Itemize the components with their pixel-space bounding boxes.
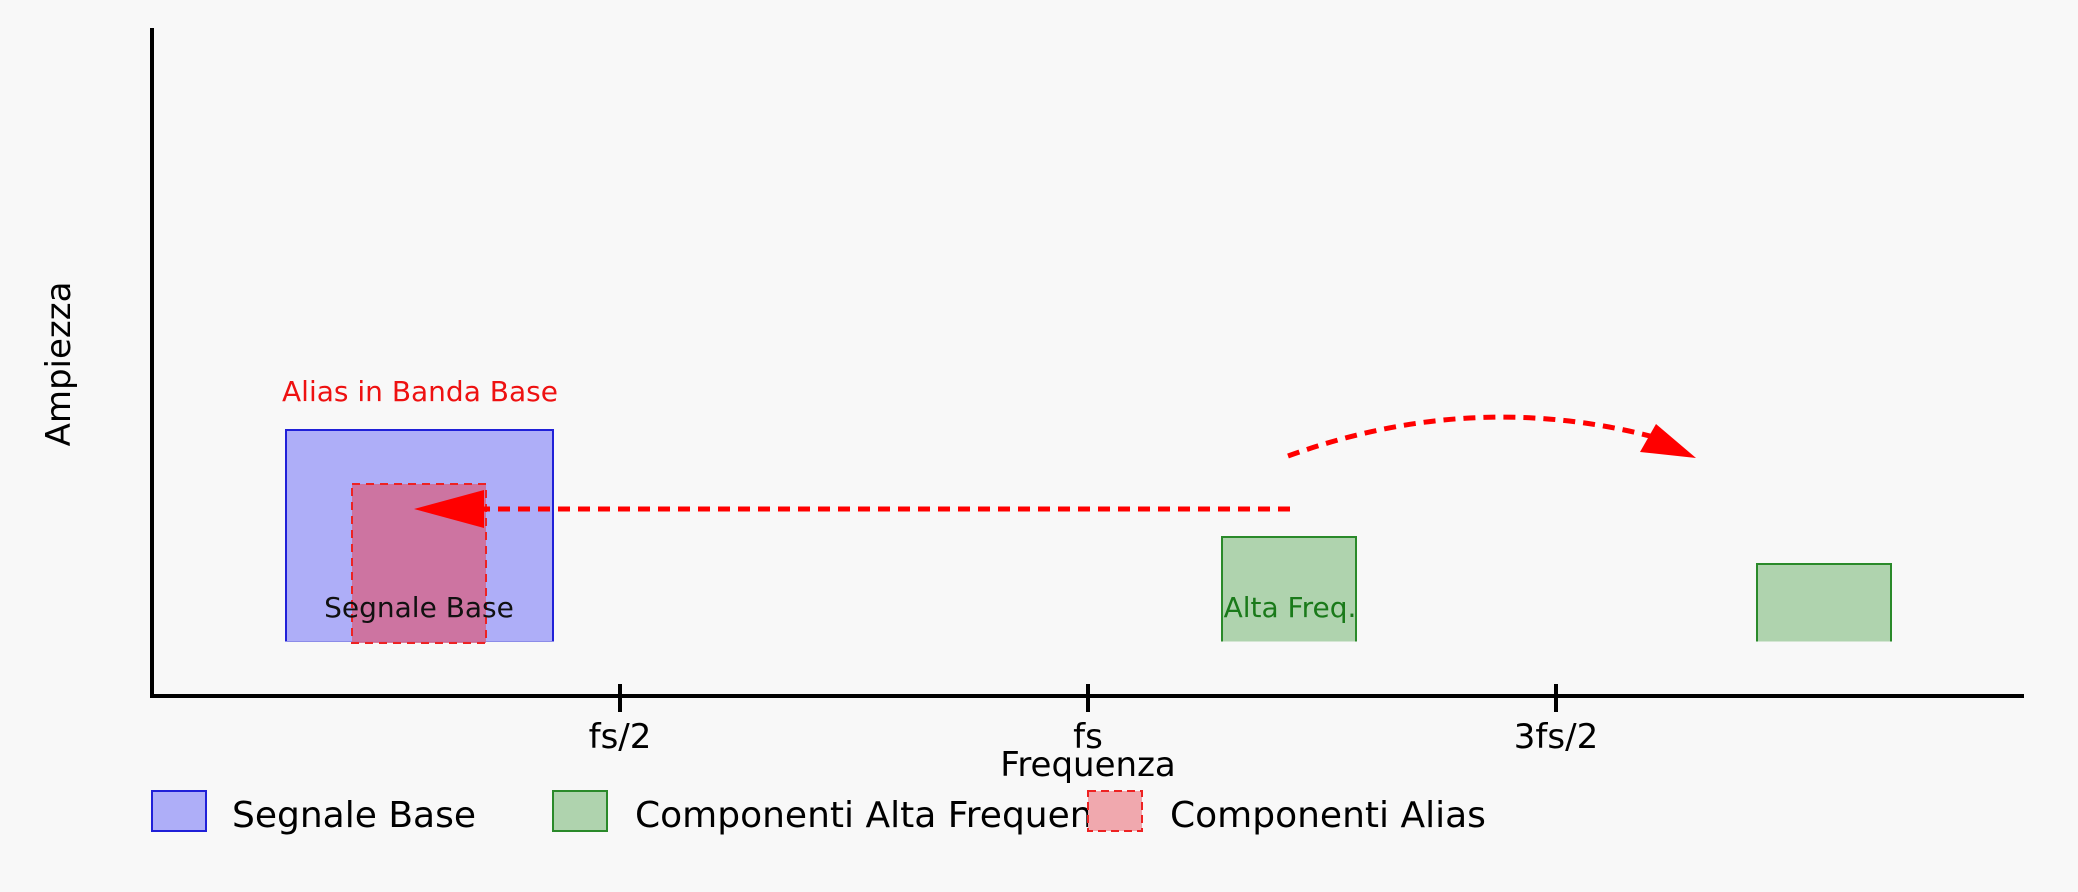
alias-label: Alias in Banda Base bbox=[282, 375, 558, 408]
legend-swatch-alias bbox=[1087, 790, 1143, 832]
high-frequency-block-1 bbox=[1221, 536, 1357, 644]
base-signal-label: Segnale Base bbox=[324, 591, 514, 624]
y-axis-label: Ampiezza bbox=[39, 282, 79, 447]
legend-label-base: Segnale Base bbox=[232, 795, 476, 836]
legend-swatch-base bbox=[151, 790, 207, 832]
folding-arrow-head bbox=[1640, 424, 1696, 458]
high-frequency-label: Alta Freq. bbox=[1224, 591, 1357, 624]
tick-label-3fs-half: 3fs/2 bbox=[1514, 717, 1598, 757]
legend: Segnale Base Componenti Alta Frequenza C… bbox=[151, 790, 1486, 836]
folding-arrow-curve bbox=[1287, 414, 1651, 459]
x-axis-label: Frequenza bbox=[1000, 745, 1176, 785]
legend-swatch-high bbox=[552, 790, 608, 832]
legend-label-alias: Componenti Alias bbox=[1170, 795, 1486, 836]
tick-label-fs-half: fs/2 bbox=[589, 717, 652, 757]
legend-label-high: Componenti Alta Frequenza bbox=[635, 795, 1134, 836]
high-frequency-block-2 bbox=[1756, 563, 1892, 644]
tick-label-fs: fs bbox=[1073, 717, 1103, 757]
alias-arrow-head bbox=[414, 490, 484, 528]
